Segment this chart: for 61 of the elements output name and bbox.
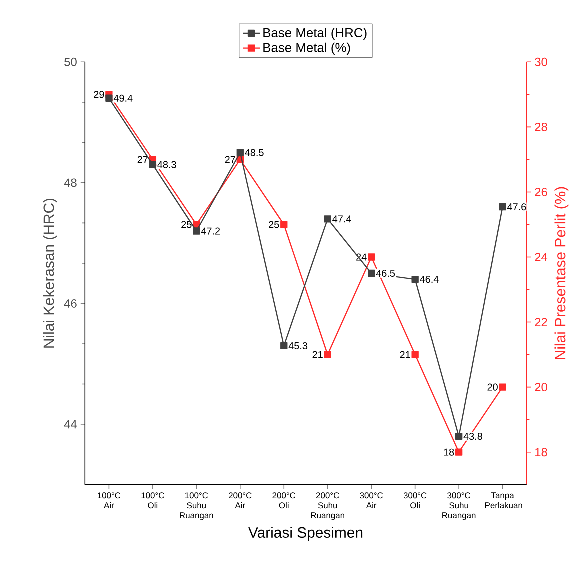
data-label: 45.3 (288, 342, 308, 350)
data-label: 21 (400, 351, 410, 358)
data-label: 46.5 (376, 270, 396, 278)
x-tick-label: 200°C Oli (272, 492, 296, 509)
x-tick-label: 300°C Oli (404, 492, 427, 509)
data-label: 48.5 (245, 149, 264, 156)
x-axis-title: Variasi Spesimen (248, 527, 363, 541)
data-label: 25 (182, 221, 192, 228)
data-label: 46.4 (420, 276, 439, 284)
data-label: 18 (444, 448, 454, 456)
point (236, 149, 244, 156)
point (499, 204, 506, 211)
point (149, 161, 157, 168)
data-label: 29 (94, 91, 104, 98)
y2-tick-label: 26 (535, 188, 548, 196)
y2-tick-label: 18 (536, 448, 548, 457)
data-label: 47.6 (508, 204, 526, 211)
x-tick-label: 300°C Air (360, 492, 384, 508)
point (280, 221, 288, 228)
point (499, 384, 506, 391)
data-label: 25 (269, 221, 280, 228)
data-label: 47.2 (201, 228, 220, 235)
data-label: 43.8 (464, 433, 482, 440)
point (455, 448, 463, 456)
y-axis-title: Nilai Kekerasan (HRC) (43, 198, 58, 348)
y2-tick-label: 24 (535, 253, 548, 262)
point (368, 270, 376, 278)
point (412, 276, 419, 284)
point (368, 254, 376, 261)
data-label: 49.4 (114, 94, 133, 102)
x-tick-label: 100°C Suhu Ruangan (180, 492, 214, 520)
legend-label: Base Metal (%) (264, 42, 350, 55)
x-tick-label: 300°C Suhu Ruangan (442, 492, 476, 520)
point (324, 216, 332, 223)
y2-axis-title: Nilai Presentase Perlit (%) (554, 187, 569, 360)
point (193, 228, 200, 235)
y-tick-label: 46 (64, 299, 77, 308)
data-label: 48.3 (158, 161, 176, 168)
x-tick-label: 100°C Oli (142, 492, 164, 509)
data-label: 47.4 (332, 216, 352, 223)
point (324, 351, 332, 358)
data-label: 27 (138, 156, 148, 164)
y-tick-label: 48 (64, 178, 77, 188)
point (455, 432, 463, 440)
x-tick-label: 100°C Air (98, 492, 121, 508)
y2-tick-label: 30 (535, 58, 548, 66)
y2-tick-label: 22 (535, 318, 548, 326)
y2-tick-label: 20 (535, 383, 548, 392)
point (280, 342, 288, 350)
x-tick-label: 200°C Suhu Ruangan (311, 492, 344, 520)
x-tick-label: Tanpa Perlakuan (485, 492, 522, 508)
data-label: 20 (488, 384, 498, 391)
point (106, 94, 113, 102)
data-label: 27 (225, 156, 236, 164)
x-tick-label: 200°C Air (229, 492, 252, 508)
point (412, 351, 419, 358)
y2-tick-label: 28 (535, 122, 548, 132)
data-label: 21 (312, 351, 323, 358)
y-tick-label: 50 (64, 58, 77, 66)
y-tick-label: 44 (64, 420, 78, 429)
legend-label: Base Metal (HRC) (264, 28, 367, 40)
